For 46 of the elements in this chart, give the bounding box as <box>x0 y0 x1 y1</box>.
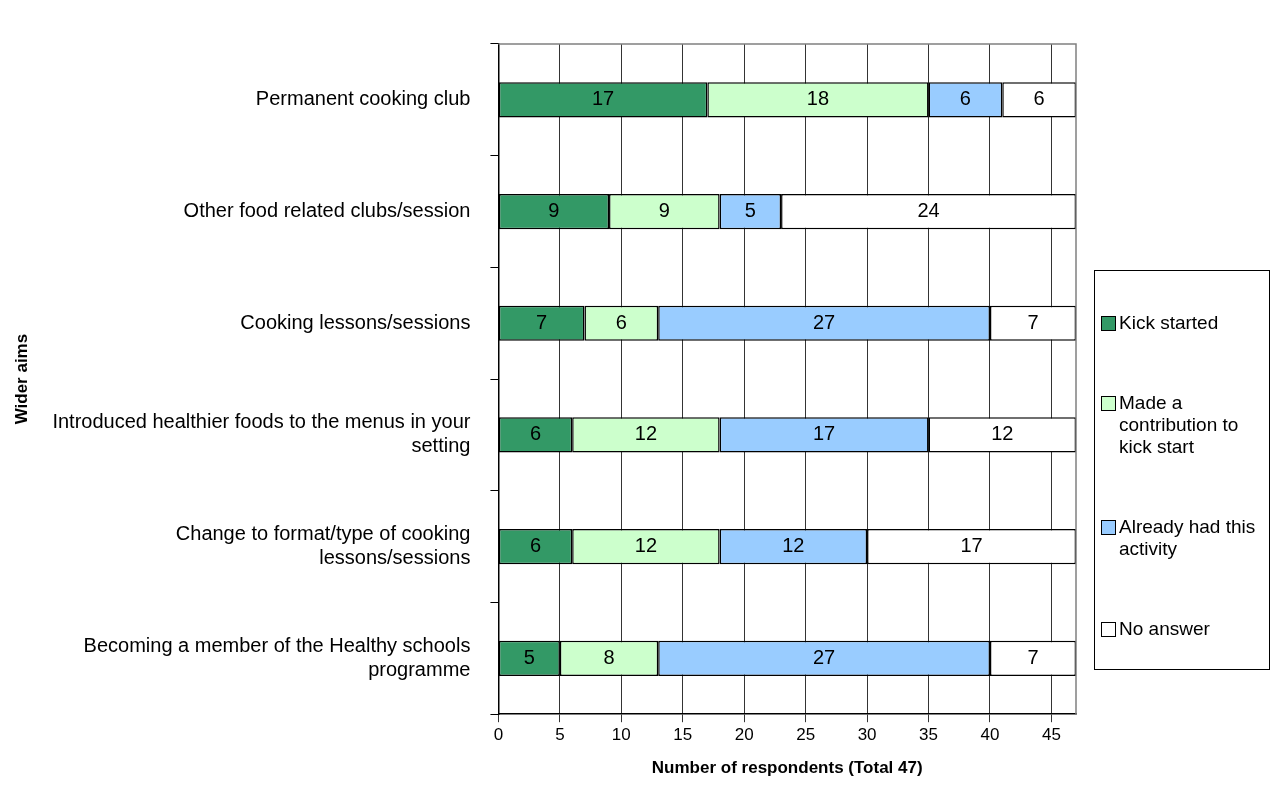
y-tick-label: Other food related clubs/session <box>183 199 471 222</box>
data-label: 6 <box>529 534 542 557</box>
data-label: 7 <box>536 310 548 333</box>
data-label: 12 <box>634 422 658 445</box>
y-axis-title: Wider aims <box>11 333 31 425</box>
x-tick-label: 15 <box>673 725 693 745</box>
data-label: 24 <box>917 199 940 222</box>
legend-label: Made a contribution to kick start <box>1119 392 1240 458</box>
data-label: 9 <box>548 199 560 222</box>
x-tick-label: 25 <box>796 725 816 745</box>
x-tick-label: 0 <box>493 725 504 745</box>
x-tick-label: 10 <box>611 725 631 745</box>
data-label: 27 <box>812 310 836 333</box>
y-tick-label: Change to format/type of cooking lessons/sessions <box>175 522 471 569</box>
data-label: 12 <box>782 534 805 557</box>
x-tick-label: 35 <box>919 725 938 745</box>
x-tick-label: 5 <box>555 725 565 745</box>
text: No answer <box>1119 618 1210 640</box>
data-label: 6 <box>615 310 627 333</box>
data-label: 6 <box>1033 87 1045 110</box>
y-tick-label: Permanent cooking club <box>255 87 471 110</box>
data-label: 6 <box>959 87 971 110</box>
data-label: 5 <box>523 645 535 668</box>
y-tick-label: Becoming a member of the Healthy schools programme <box>83 633 471 680</box>
x-tick-label: 20 <box>734 725 754 745</box>
y-tick-label: Cooking lessons/sessions <box>240 310 471 333</box>
x-tick-label: 45 <box>1041 725 1061 745</box>
x-tick-label: 30 <box>857 725 877 745</box>
data-label: 18 <box>806 87 830 110</box>
data-label: 9 <box>658 199 670 222</box>
legend-label: Already had this activity <box>1119 516 1257 560</box>
data-label: 12 <box>634 534 658 557</box>
data-label: 17 <box>591 87 615 110</box>
data-label: 7 <box>1027 645 1039 668</box>
data-label: 12 <box>991 422 1014 445</box>
data-label: 17 <box>960 534 983 557</box>
data-label: 7 <box>1027 310 1039 333</box>
y-tick-label: Introduced healthier foods to the menus in your setting <box>52 410 471 457</box>
data-label: 27 <box>812 645 836 668</box>
data-label: 6 <box>529 422 542 445</box>
data-label: 5 <box>744 199 756 222</box>
legend-label: Kick started <box>1119 312 1219 334</box>
data-label: 8 <box>603 645 615 668</box>
data-label: 17 <box>812 422 836 445</box>
x-axis-title: Number of respondents (Total 47) <box>651 758 923 778</box>
x-tick-label: 40 <box>980 725 1000 745</box>
